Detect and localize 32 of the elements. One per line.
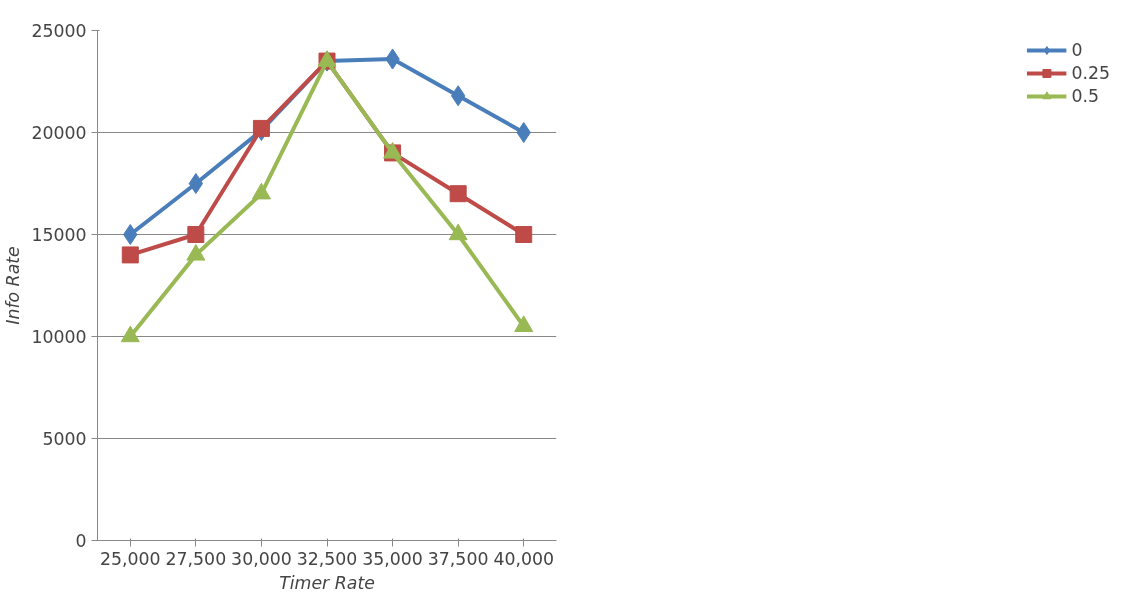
point bbox=[186, 244, 206, 261]
x-tick-label: 27,500 bbox=[165, 548, 227, 569]
point bbox=[448, 223, 468, 241]
x-tick-label: 37,500 bbox=[427, 548, 489, 569]
point bbox=[514, 315, 534, 332]
point bbox=[121, 246, 139, 264]
point bbox=[187, 226, 205, 243]
x-tick-label: 25,000 bbox=[99, 548, 161, 569]
y-tick-label: 5000 bbox=[42, 429, 87, 449]
x-axis-title: Timer Rate bbox=[279, 572, 375, 593]
point bbox=[120, 325, 140, 343]
point bbox=[123, 224, 138, 245]
y-tick-label: 0 bbox=[75, 531, 87, 551]
y-axis-title: Info Rate bbox=[3, 246, 24, 325]
legend-label: 0.5 bbox=[1071, 86, 1099, 106]
legend-label: 0.25 bbox=[1071, 63, 1110, 83]
legend-label: 0 bbox=[1071, 40, 1084, 60]
point bbox=[188, 173, 204, 194]
point bbox=[450, 85, 466, 107]
y-tick-label: 20000 bbox=[31, 123, 87, 143]
y-tick-label: 10000 bbox=[31, 327, 87, 347]
point bbox=[252, 119, 270, 137]
x-tick-label: 35,000 bbox=[362, 548, 423, 569]
point bbox=[515, 226, 533, 243]
point bbox=[251, 182, 271, 200]
x-tick-label: 30,000 bbox=[231, 548, 292, 569]
x-tick-label: 32,500 bbox=[296, 548, 358, 569]
y-tick-label: 15000 bbox=[31, 225, 87, 245]
point bbox=[449, 185, 467, 203]
y-tick-label: 25000 bbox=[31, 21, 87, 41]
point bbox=[516, 122, 531, 143]
x-tick-label: 40,000 bbox=[493, 548, 555, 569]
